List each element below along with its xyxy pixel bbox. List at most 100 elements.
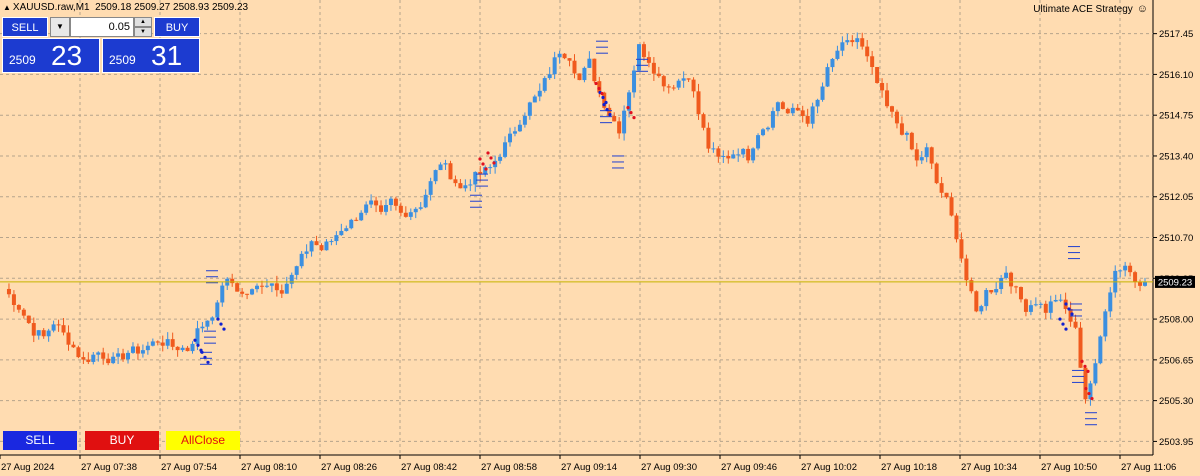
lot-decrease-icon[interactable]: ▼ [134, 27, 152, 37]
bull-candle [552, 57, 557, 75]
bear-candle [880, 82, 885, 91]
indicator-dot-red [629, 111, 633, 115]
chart-header: ▲ XAUUSD.raw,M1 2509.18 2509.27 2508.93 2… [3, 2, 248, 13]
bear-candle [716, 148, 721, 157]
bear-candle [274, 283, 279, 291]
bear-candle [691, 79, 696, 92]
bear-candle [403, 212, 408, 217]
bear-candle [354, 219, 359, 221]
bull-candle [761, 129, 766, 136]
bull-candle [984, 290, 989, 307]
indicator-dot-red [1083, 364, 1087, 368]
bear-candle [934, 163, 939, 184]
bull-candle [756, 135, 761, 149]
bull-candle [924, 147, 929, 158]
bull-candle [855, 38, 860, 43]
bear-candle [398, 205, 403, 213]
bull-candle [359, 212, 364, 221]
bear-candle [969, 280, 974, 292]
strategy-buy-button[interactable]: BUY [85, 431, 159, 450]
bear-candle [458, 183, 463, 189]
bear-candle [21, 309, 26, 316]
y-tick-label: 2506.65 [1159, 355, 1193, 366]
bear-candle [41, 330, 46, 337]
bull-candle [830, 58, 835, 68]
bull-candle [979, 306, 984, 312]
buy-button[interactable]: BUY [154, 17, 200, 37]
bull-candle [215, 302, 220, 318]
bull-candle [1058, 299, 1063, 301]
indicator-dot-blue [1064, 302, 1068, 306]
bull-candle [721, 156, 726, 158]
x-tick-label: 27 Aug 10:50 [1041, 462, 1097, 473]
indicator-label: Ultimate ACE Strategy [1033, 4, 1133, 15]
symbol-label: XAUUSD.raw,M1 [12, 2, 90, 13]
bull-candle [210, 317, 215, 321]
strategy-sell-button[interactable]: SELL [3, 431, 77, 450]
x-tick-label: 27 Aug 10:34 [961, 462, 1017, 473]
indicator-dot-blue [222, 327, 226, 331]
lot-size-input[interactable]: 0.05 [70, 17, 134, 37]
bear-candle [31, 323, 36, 336]
bull-candle [736, 154, 741, 156]
y-tick-label: 2503.95 [1159, 437, 1193, 448]
lot-dropdown-icon[interactable]: ▼ [50, 17, 70, 37]
bull-candle [195, 328, 200, 344]
bull-candle [51, 324, 56, 331]
bull-candle [408, 212, 413, 217]
bear-candle [319, 245, 324, 251]
bear-candle [696, 91, 701, 115]
x-tick-label: 27 Aug 08:42 [401, 462, 457, 473]
x-tick-label: 27 Aug 10:02 [801, 462, 857, 473]
bull-candle [383, 205, 388, 212]
x-tick-label: 27 Aug 08:58 [481, 462, 537, 473]
bull-candle [1038, 303, 1043, 305]
bear-candle [651, 62, 656, 74]
bear-candle [567, 58, 572, 61]
bull-candle [36, 330, 41, 336]
bear-candle [914, 149, 919, 161]
bull-candle [433, 170, 438, 182]
indicator-dot-blue [219, 322, 223, 326]
bear-candle [964, 258, 969, 281]
y-tick-label: 2508.00 [1159, 315, 1193, 326]
bear-candle [245, 293, 250, 295]
x-tick-label: 27 Aug 09:30 [641, 462, 697, 473]
bull-candle [150, 341, 155, 346]
indicator-dot-blue [1070, 312, 1074, 316]
indicator-dot-blue [200, 350, 204, 354]
bull-candle [140, 350, 145, 354]
bear-candle [106, 358, 111, 364]
bear-candle [453, 179, 458, 184]
bull-candle [790, 107, 795, 114]
bear-candle [1083, 367, 1088, 400]
y-tick-label: 2517.45 [1159, 29, 1193, 40]
bull-candle [96, 352, 101, 355]
bear-candle [1023, 299, 1028, 312]
bear-candle [1043, 303, 1048, 313]
bull-candle [180, 347, 185, 351]
all-close-button[interactable]: AllClose [166, 431, 240, 450]
bull-candle [334, 235, 339, 242]
sell-price-prefix: 2509 [9, 53, 36, 67]
bull-candle [835, 50, 840, 59]
bull-candle [369, 200, 374, 205]
sell-price-button[interactable]: 2509 23 [2, 38, 100, 73]
bear-candle [661, 76, 666, 87]
bear-candle [1068, 308, 1073, 322]
bull-candle [820, 86, 825, 100]
bear-candle [666, 86, 671, 88]
bear-candle [393, 198, 398, 206]
bull-candle [627, 92, 632, 111]
lot-increase-icon[interactable]: ▲ [134, 17, 152, 27]
sell-button[interactable]: SELL [2, 17, 48, 37]
bear-candle [1018, 287, 1023, 300]
bull-candle [1048, 301, 1053, 313]
x-tick-label: 27 Aug 11:06 [1121, 462, 1176, 473]
buy-price-button[interactable]: 2509 31 [102, 38, 200, 73]
bear-candle [61, 325, 66, 333]
bull-candle [91, 354, 96, 362]
bear-candle [379, 205, 384, 212]
bull-candle [1123, 265, 1128, 271]
